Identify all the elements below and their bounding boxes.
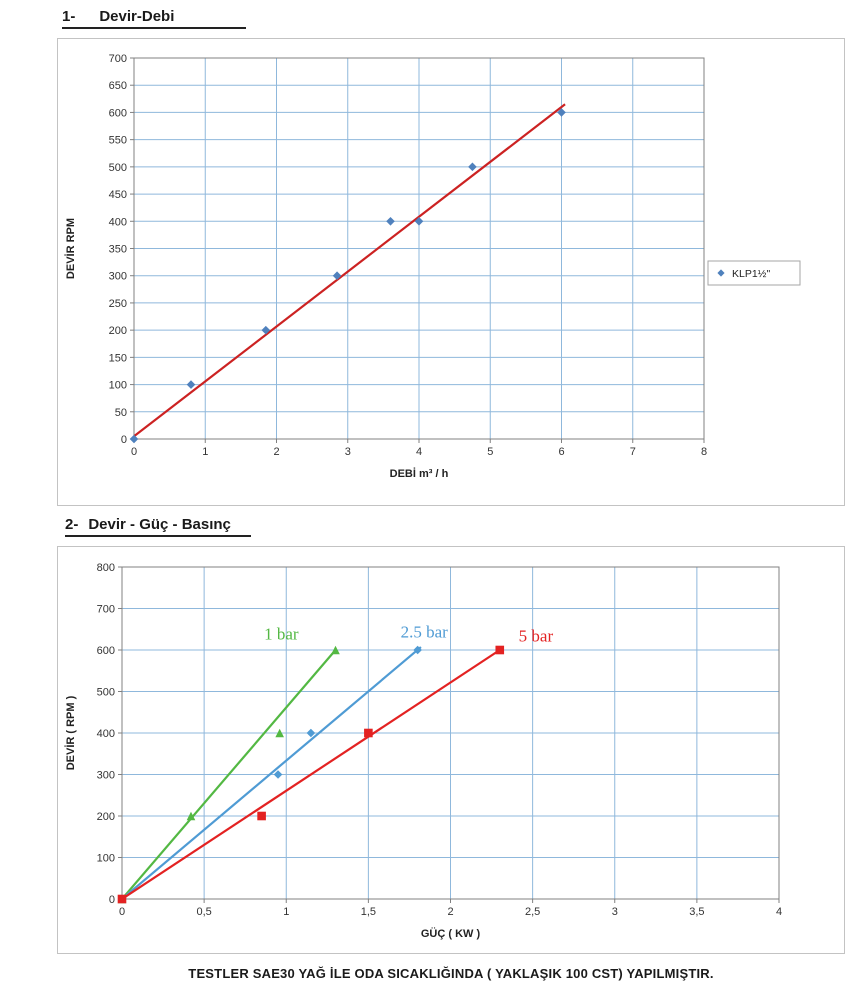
series-annotation: 1 bar — [264, 625, 299, 644]
diamond-marker — [261, 325, 271, 335]
tick-labels: 0 0,5 1 1,5 2 2,5 3 3,5 4 0 100 200 300 400 500 600 700 8… — [97, 562, 782, 918]
chart-devir-debi: 0 1 2 3 4 5 6 7 8 0 50 100 150 200 250 300 350 400 450 500 5… — [57, 38, 845, 506]
gridlines — [133, 57, 705, 440]
diamond-marker — [717, 269, 725, 277]
svg-text:4: 4 — [416, 446, 422, 458]
svg-text:200: 200 — [109, 325, 127, 337]
x-axis-title: DEBİ m³ / h — [390, 467, 449, 480]
trendline — [121, 649, 501, 900]
svg-text:2: 2 — [447, 906, 453, 918]
svg-text:650: 650 — [109, 80, 127, 92]
section-2-title: Devir - Güç - Basınç — [88, 516, 231, 533]
trendline — [133, 103, 566, 438]
svg-text:150: 150 — [109, 352, 127, 364]
svg-text:550: 550 — [109, 135, 127, 147]
y-axis-title: DEVİR RPM — [64, 218, 77, 279]
diamond-marker — [186, 380, 196, 389]
svg-text:500: 500 — [97, 687, 115, 699]
chart-devir-guc-basinc: 0 0,5 1 1,5 2 2,5 3 3,5 4 0 100 200 300 400 500 600 700 8… — [57, 546, 845, 954]
diamond-marker — [129, 434, 139, 444]
svg-text:500: 500 — [109, 162, 127, 174]
svg-text:300: 300 — [97, 770, 115, 782]
triangle-marker — [186, 811, 196, 821]
svg-text:400: 400 — [109, 216, 127, 228]
svg-text:7: 7 — [630, 446, 636, 458]
square-marker — [257, 811, 266, 821]
svg-text:600: 600 — [109, 107, 127, 119]
svg-text:600: 600 — [97, 645, 115, 657]
svg-text:1,5: 1,5 — [361, 906, 376, 918]
square-marker — [364, 728, 373, 738]
svg-text:3,5: 3,5 — [689, 906, 704, 918]
svg-text:350: 350 — [109, 244, 127, 256]
triangle-marker — [331, 645, 340, 655]
section-1-number: 1- — [62, 8, 76, 25]
svg-text:3: 3 — [345, 446, 351, 458]
svg-text:300: 300 — [109, 271, 127, 283]
diamond-marker — [386, 216, 395, 226]
section-1-title: Devir-Debi — [99, 8, 175, 25]
series-annotation: 2.5 bar — [401, 623, 449, 642]
svg-text:0,5: 0,5 — [196, 906, 211, 918]
svg-text:0: 0 — [121, 434, 127, 446]
series-annotation: 5 bar — [519, 627, 554, 646]
svg-text:2: 2 — [273, 446, 279, 458]
square-marker — [495, 645, 505, 655]
svg-text:250: 250 — [109, 298, 127, 310]
svg-text:450: 450 — [109, 189, 127, 201]
series-1-bar — [117, 645, 340, 904]
chart-svg-1: 0 0,5 1 1,5 2 2,5 3 3,5 4 0 100 200 300 400 500 600 700 8… — [64, 562, 782, 940]
svg-text:0: 0 — [131, 446, 137, 458]
diamond-marker — [468, 162, 477, 172]
svg-text:1: 1 — [202, 446, 208, 458]
diamond-marker — [273, 770, 283, 779]
legend: KLP1½" — [707, 260, 801, 286]
diamond-marker — [414, 216, 424, 226]
x-axis-title: GÜÇ ( KW ) — [421, 927, 481, 940]
svg-text:200: 200 — [97, 811, 115, 823]
legend-label: KLP1½" — [732, 268, 770, 280]
svg-text:8: 8 — [701, 446, 707, 458]
trendline — [121, 649, 337, 900]
svg-text:0: 0 — [119, 906, 125, 918]
svg-text:1: 1 — [283, 906, 289, 918]
svg-text:700: 700 — [97, 604, 115, 616]
svg-text:700: 700 — [109, 53, 127, 65]
diamond-marker — [332, 271, 342, 281]
square-marker — [117, 894, 127, 904]
svg-text:100: 100 — [97, 853, 115, 865]
chart-svg-0: 0 1 2 3 4 5 6 7 8 0 50 100 150 200 250 300 350 400 450 500 5… — [64, 53, 801, 480]
y-axis-title: DEVİR ( RPM ) — [64, 695, 77, 770]
svg-text:50: 50 — [115, 407, 127, 419]
svg-text:3: 3 — [612, 906, 618, 918]
tick-labels: 0 1 2 3 4 5 6 7 8 0 50 100 150 200 250 300 350 400 450 500 5… — [109, 53, 707, 458]
section-1-heading: 1- Devir-Debi — [62, 8, 247, 29]
triangle-marker — [275, 728, 284, 738]
trendline — [121, 646, 422, 900]
svg-text:6: 6 — [558, 446, 564, 458]
svg-text:0: 0 — [109, 894, 115, 906]
svg-text:800: 800 — [97, 562, 115, 574]
svg-text:5: 5 — [487, 446, 493, 458]
gridlines — [121, 566, 780, 900]
section-2-heading: 2- Devir - Güç - Basınç — [65, 516, 251, 537]
section-2-number: 2- — [65, 516, 79, 533]
svg-text:2,5: 2,5 — [525, 906, 540, 918]
svg-text:4: 4 — [776, 906, 782, 918]
svg-text:400: 400 — [97, 728, 115, 740]
test-note: TESTLER SAE30 YAĞ İLE ODA SICAKLIĞINDA (… — [188, 966, 714, 981]
svg-text:100: 100 — [109, 380, 127, 392]
series-5-bar — [117, 645, 505, 904]
